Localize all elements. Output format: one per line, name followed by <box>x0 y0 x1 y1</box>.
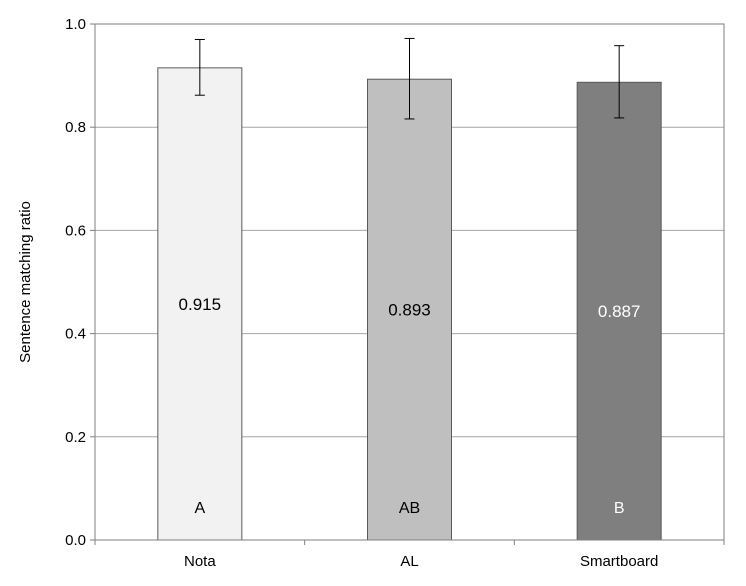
group-letter: B <box>614 500 625 517</box>
bar-labels-group: 0.915 A 0.893 AB 0.887 B <box>179 295 641 517</box>
bar-smartboard <box>576 81 662 541</box>
y-tick-label: 0.8 <box>65 119 86 136</box>
y-tick-label: 0.0 <box>65 532 86 549</box>
data-label: 0.915 <box>179 295 222 314</box>
data-label: 0.893 <box>388 301 431 320</box>
data-label: 0.887 <box>598 302 641 321</box>
x-tick-label: Nota <box>184 553 216 570</box>
y-axis-title: Sentence matching ratio <box>17 201 34 363</box>
y-tick-label: 0.4 <box>65 326 86 343</box>
x-tick-label: Smartboard <box>580 553 658 570</box>
bars-group <box>157 67 662 541</box>
x-tick-label: AL <box>400 553 418 570</box>
y-tick-label: 1.0 <box>65 16 86 33</box>
error-bars-group <box>194 37 625 120</box>
bar-al <box>367 78 452 541</box>
x-axis-ticks: Nota AL Smartboard <box>94 540 725 570</box>
plot-area-frame <box>94 23 725 541</box>
y-tick-label: 0.6 <box>65 222 86 239</box>
group-letter: A <box>194 500 205 517</box>
y-axis-ticks: 0.0 0.2 0.4 0.6 0.8 1.0 <box>65 16 95 549</box>
group-letter: AB <box>399 500 420 517</box>
y-tick-label: 0.2 <box>65 429 86 446</box>
